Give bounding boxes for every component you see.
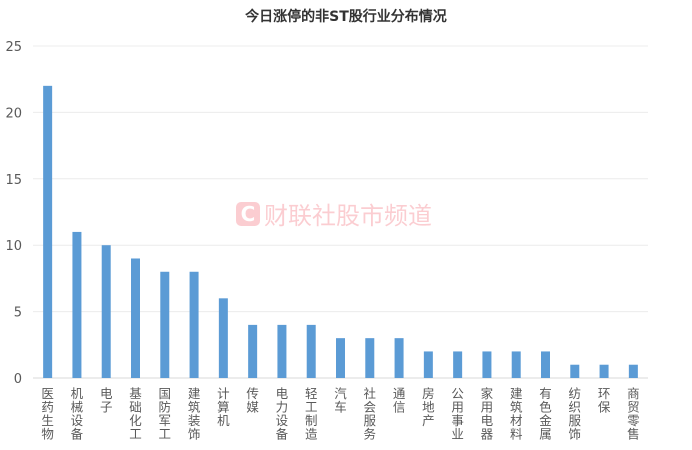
x-tick-label: 有色金属 [539, 386, 552, 442]
bar [570, 364, 580, 378]
watermark-text: 财联社股市频道 [264, 202, 432, 230]
x-tick-label: 计算机 [217, 386, 230, 428]
bar [511, 351, 521, 378]
x-tick-label: 传媒 [246, 386, 259, 415]
x-tick-label: 电力设备 [276, 386, 289, 442]
bar [160, 271, 170, 378]
y-tick-label: 15 [5, 173, 22, 188]
x-tick-label: 纺织服饰 [569, 386, 582, 442]
bar [482, 351, 492, 378]
y-tick-label: 5 [14, 306, 22, 321]
bar [248, 324, 258, 378]
bar [218, 298, 228, 378]
bar [101, 245, 111, 378]
bar [43, 85, 53, 378]
x-tick-label: 建筑材料 [510, 386, 523, 442]
bar [628, 364, 638, 378]
bar [306, 324, 316, 378]
y-tick-label: 10 [5, 239, 22, 254]
y-tick-label: 20 [5, 106, 22, 121]
y-tick-label: 0 [14, 372, 22, 387]
watermark-logo: C [236, 201, 260, 226]
x-tick-label: 汽车 [334, 386, 347, 415]
x-tick-label: 公用事业 [451, 386, 464, 442]
bar [277, 324, 287, 378]
bar [453, 351, 463, 378]
x-tick-label: 国防军工 [159, 386, 172, 442]
chart-title: 今日涨停的非ST股行业分布情况 [244, 8, 447, 25]
x-tick-label: 通信 [393, 386, 406, 415]
bar [131, 258, 140, 378]
y-tick-label: 25 [5, 40, 22, 55]
bar [365, 338, 375, 378]
x-tick-label: 家用电器 [481, 386, 494, 442]
x-tick-label: 建筑装饰 [188, 386, 201, 442]
bar [541, 351, 550, 378]
watermark: C 财联社股市频道 [236, 196, 432, 231]
x-tick-label: 电子 [100, 386, 113, 415]
x-tick-label: 机械设备 [71, 386, 84, 442]
bar [336, 338, 345, 378]
bar [599, 364, 609, 378]
x-tick-label: 房地产 [422, 386, 435, 428]
bar [394, 338, 404, 378]
x-tick-label: 轻工制造 [305, 386, 318, 442]
bar [423, 351, 433, 378]
bar [189, 271, 199, 378]
x-tick-label: 基础化工 [129, 386, 142, 442]
x-tick-label: 医药生物 [41, 386, 54, 442]
bar [72, 231, 82, 378]
x-tick-label: 商贸零售 [627, 386, 640, 442]
x-tick-label: 社会服务 [364, 386, 377, 442]
x-tick-label: 环保 [598, 386, 611, 415]
